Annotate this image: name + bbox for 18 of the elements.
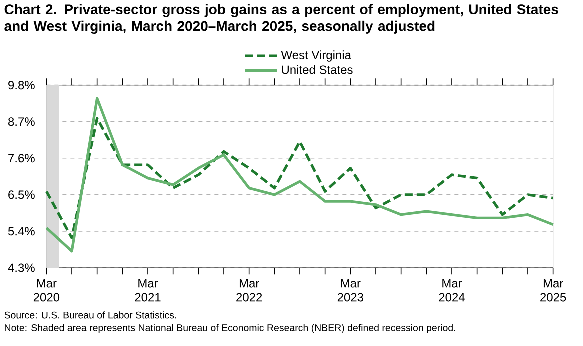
x-tick-label: Mar 2023 <box>338 279 364 302</box>
legend-label: United States <box>282 65 353 74</box>
y-tick-label: 9.8% <box>8 81 35 90</box>
y-tick-label: 6.5% <box>8 190 35 200</box>
legend-label: West Virginia <box>281 50 352 62</box>
text: Note: Shaded area represents National Bureau of Economic Research (NBER) defined recession period. <box>5 324 456 334</box>
y-tick-label: 5.4% <box>8 227 35 236</box>
x-tick-label: Mar 2022 <box>236 279 262 302</box>
line-series <box>45 117 555 240</box>
y-tick-label: 7.6% <box>8 154 35 163</box>
x-tick-label: Mar 2021 <box>135 279 161 302</box>
source-note: Source: U.S. Bureau of Labor Statistics. <box>4 312 176 319</box>
x-tick-label: Mar 2024 <box>439 279 465 302</box>
x-tick-label: Mar 2020 <box>34 279 60 302</box>
y-tick-label: 4.3% <box>8 264 35 272</box>
y-tick-label: 8.7% <box>8 118 35 126</box>
x-tick-label: Mar 2025 <box>540 279 566 302</box>
chart-title: Chart 2. Private-sector gross job gains as a percent of employment, United States and West Virginia, March 2020–March 2025, seasonally adjusted <box>4 4 558 34</box>
